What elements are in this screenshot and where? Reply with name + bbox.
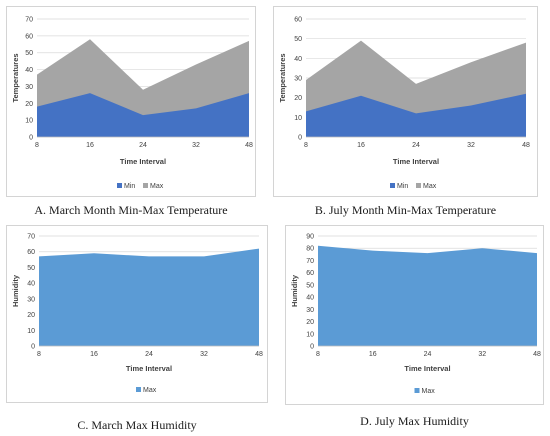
x-tick-label: 48 [245, 142, 253, 149]
legend-swatch-min [390, 183, 395, 188]
x-tick-label: 16 [86, 142, 94, 149]
y-tick-label: 10 [27, 328, 35, 335]
legend-swatch-max [136, 387, 141, 392]
y-tick-label: 30 [306, 307, 314, 314]
x-tick-label: 24 [139, 142, 147, 149]
y-tick-label: 40 [294, 56, 302, 63]
x-tick-label: 8 [37, 351, 41, 358]
x-tick-label: 48 [522, 142, 530, 149]
area-series-min [37, 93, 249, 137]
y-tick-label: 10 [306, 331, 314, 338]
chart-a-svg: 0 10 20 30 40 50 60 70 8 16 24 32 48 Time Interval Tem… [11, 17, 253, 191]
legend-swatch-max [414, 388, 420, 393]
y-tick-label: 50 [25, 50, 33, 57]
legend-label-min: Min [124, 183, 135, 190]
x-tick-label: 8 [35, 142, 39, 149]
y-tick-label: 20 [25, 101, 33, 108]
legend-label-min: Min [397, 183, 408, 190]
chart-panel-d: 0 10 20 30 40 50 60 70 80 90 8 16 24 32 48 Time Interva… [285, 225, 544, 405]
chart-d-svg: 0 10 20 30 40 50 60 70 80 90 8 16 24 32 48 Time Interva… [290, 234, 541, 396]
y-tick-label: 60 [294, 17, 302, 24]
chart-b-svg: 0 10 20 30 40 50 60 8 16 24 32 48 Time Interval Tempe… [278, 17, 530, 191]
legend-label-max: Max [423, 183, 437, 190]
legend-swatch-max [416, 183, 421, 188]
y-tick-label: 0 [31, 344, 35, 351]
chart-panel-a: 0 10 20 30 40 50 60 70 8 16 24 32 48 Time Interval Tem… [6, 6, 256, 197]
x-tick-label: 8 [316, 351, 320, 358]
area-series-max [39, 248, 259, 346]
legend-label-max: Max [422, 388, 436, 395]
y-tick-label: 50 [294, 36, 302, 43]
y-tick-label: 0 [310, 344, 314, 351]
x-tick-label: 24 [145, 351, 153, 358]
y-tick-label: 90 [306, 234, 314, 241]
y-tick-label: 70 [25, 17, 33, 24]
area-series-min [306, 93, 526, 137]
y-tick-label: 0 [29, 135, 33, 142]
x-tick-label: 32 [478, 351, 486, 358]
x-axis-label: Time Interval [404, 364, 450, 373]
x-tick-label: 16 [369, 351, 377, 358]
x-tick-label: 24 [424, 351, 432, 358]
y-tick-label: 20 [294, 95, 302, 102]
caption-a: A. March Month Min-Max Temperature [34, 203, 228, 217]
y-tick-label: 70 [27, 234, 35, 241]
y-tick-label: 20 [27, 312, 35, 319]
y-tick-label: 50 [27, 265, 35, 272]
caption-c: C. March Max Humidity [77, 418, 197, 432]
x-tick-label: 16 [90, 351, 98, 358]
area-series-max [318, 245, 537, 346]
y-tick-label: 80 [306, 246, 314, 253]
y-tick-label: 10 [294, 115, 302, 122]
y-axis-label: Humidity [290, 274, 299, 307]
y-tick-label: 30 [294, 76, 302, 83]
y-axis-label: Temperatures [11, 53, 20, 102]
legend-swatch-max [143, 183, 148, 188]
y-tick-label: 40 [25, 67, 33, 74]
caption-d: D. July Max Humidity [360, 414, 469, 428]
y-tick-label: 20 [306, 319, 314, 326]
chart-panel-c: 0 10 20 30 40 50 60 70 8 16 24 32 48 Time Interval Hum… [6, 225, 268, 403]
y-tick-label: 60 [306, 270, 314, 277]
caption-b: B. July Month Min-Max Temperature [314, 203, 497, 217]
x-tick-label: 32 [200, 351, 208, 358]
y-tick-label: 30 [25, 84, 33, 91]
y-axis-label: Humidity [11, 274, 20, 307]
x-tick-label: 32 [192, 142, 200, 149]
x-tick-label: 32 [467, 142, 475, 149]
y-tick-label: 50 [306, 282, 314, 289]
legend-label-max: Max [150, 183, 164, 190]
y-axis-label: Temperatures [278, 53, 287, 102]
chart-panel-b: 0 10 20 30 40 50 60 8 16 24 32 48 Time Interval Tempe… [273, 6, 538, 197]
legend-label-max: Max [143, 387, 157, 394]
x-tick-label: 16 [357, 142, 365, 149]
x-tick-label: 8 [304, 142, 308, 149]
x-axis-label: Time Interval [126, 364, 172, 373]
y-tick-label: 40 [306, 295, 314, 302]
y-tick-label: 70 [306, 258, 314, 265]
x-axis-label: Time Interval [393, 157, 439, 166]
y-tick-label: 60 [25, 33, 33, 40]
y-tick-label: 60 [27, 249, 35, 256]
chart-c-svg: 0 10 20 30 40 50 60 70 8 16 24 32 48 Time Interval Hum… [11, 234, 263, 395]
y-tick-label: 0 [298, 135, 302, 142]
y-tick-label: 40 [27, 281, 35, 288]
y-tick-label: 10 [25, 118, 33, 125]
y-tick-label: 30 [27, 296, 35, 303]
legend-swatch-min [117, 183, 122, 188]
x-tick-label: 48 [255, 351, 263, 358]
x-tick-label: 24 [412, 142, 420, 149]
x-tick-label: 48 [533, 351, 541, 358]
x-axis-label: Time Interval [120, 157, 166, 166]
